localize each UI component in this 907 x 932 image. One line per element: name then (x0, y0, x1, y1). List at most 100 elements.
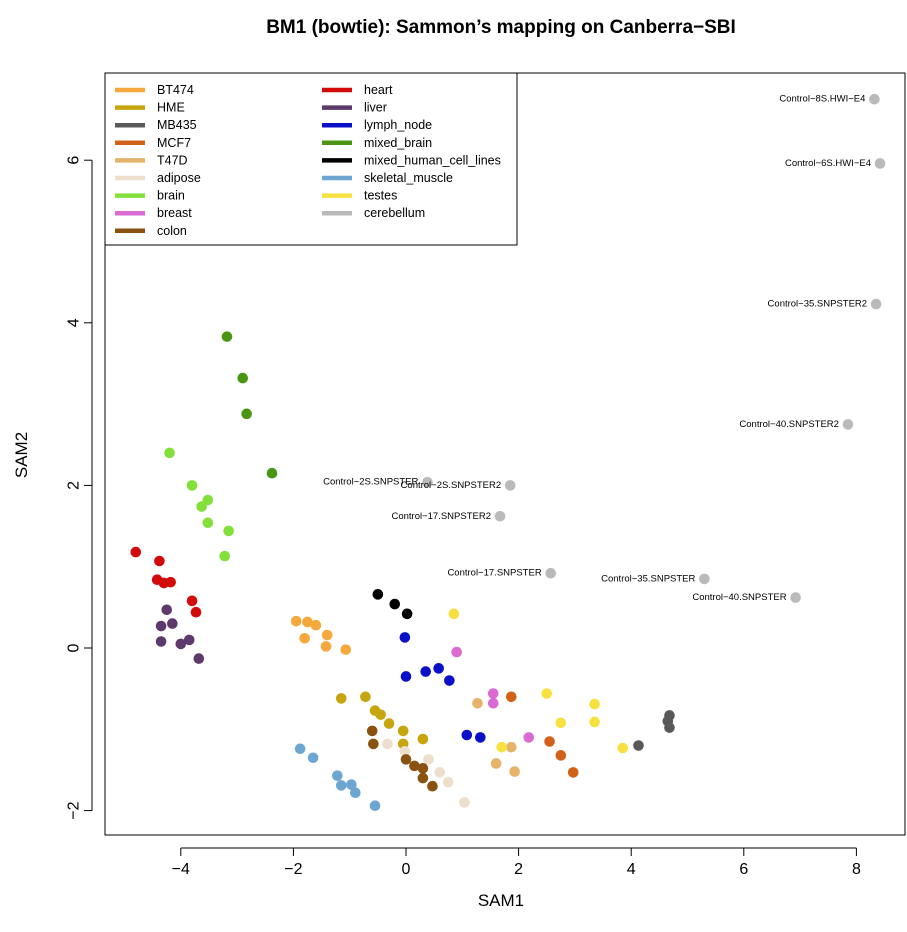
legend-label-HME: HME (157, 101, 185, 115)
point-liver (175, 638, 187, 650)
legend-label-breast: breast (157, 206, 192, 220)
point-mixed_brain (241, 408, 252, 420)
point-adipose (399, 745, 411, 757)
point-brain (223, 525, 234, 537)
point-HME (383, 718, 395, 729)
point-liver (155, 620, 167, 632)
point-cerebellum (504, 480, 516, 491)
point-BT474 (320, 641, 332, 652)
point-mixed_human_cell_lines (372, 589, 384, 600)
point-colon (417, 772, 429, 784)
point-label: Control−8S.HWI−E4 (779, 94, 865, 105)
point-label: Control−17.SNPSTER (447, 568, 541, 579)
legend-label-brain: brain (157, 189, 185, 203)
point-liver (155, 636, 167, 647)
point-colon (400, 754, 412, 765)
point-liver (161, 604, 173, 616)
point-heart (165, 576, 176, 588)
point-label: Control−35.SNPSTER (601, 573, 695, 584)
legend-label-T47D: T47D (157, 153, 188, 167)
point-mixed_brain (266, 467, 278, 479)
point-colon (409, 760, 420, 772)
point-BT474 (299, 632, 310, 644)
x-axis-label: SAM1 (478, 891, 524, 910)
point-label: Control−35.SNPSTER2 (768, 299, 868, 310)
point-HME (375, 709, 386, 720)
point-MCF7 (505, 691, 517, 703)
point-skeletal_muscle (335, 780, 347, 791)
point-skeletal_muscle (350, 787, 361, 799)
legend-label-skeletal_muscle: skeletal_muscle (364, 171, 453, 185)
x-tick-label: 6 (739, 861, 748, 878)
legend-label-adipose: adipose (157, 171, 201, 185)
point-testes (541, 688, 553, 699)
legend-label-colon: colon (157, 224, 187, 238)
x-axis: −4 −2 0 2 4 6 8 (172, 847, 861, 878)
point-liver (193, 653, 205, 664)
point-brain (202, 517, 214, 529)
point-breast (487, 697, 499, 709)
legend-label-MCF7: MCF7 (157, 136, 191, 150)
point-lymph_node (420, 666, 432, 677)
point-liver (183, 634, 195, 646)
point-heart (154, 555, 165, 567)
legend-label-liver: liver (364, 101, 387, 115)
point-adipose (459, 797, 470, 808)
point-adipose (434, 767, 446, 778)
point-cerebellum (422, 476, 433, 488)
y-axis: −2 0 2 4 6 (66, 156, 93, 820)
point-label: Control−2S.SNPSTER (323, 477, 418, 488)
point-label: Control−40.SNPSTER (692, 592, 786, 603)
point-cerebellum (842, 419, 854, 430)
legend: BT474 HME MB435 MCF7 T47D adipose brain breast c… (104, 72, 518, 246)
point-heart (130, 546, 142, 558)
point-HME (417, 733, 429, 745)
point-testes (589, 716, 600, 728)
point-testes (589, 698, 600, 710)
point-colon (368, 738, 379, 750)
legend-label-MB435: MB435 (157, 118, 197, 132)
y-tick-label: 2 (66, 481, 83, 490)
point-MCF7 (544, 736, 555, 747)
data-points (130, 93, 886, 812)
point-breast (523, 732, 535, 743)
point-cerebellum (869, 93, 880, 105)
point-skeletal_muscle (332, 770, 343, 781)
chart-title: BM1 (bowtie): Sammon’s mapping on Canber… (266, 17, 736, 38)
point-liver (167, 618, 178, 629)
point-T47D (472, 697, 483, 709)
legend-label-mixed_human_cell_lines: mixed_human_cell_lines (364, 153, 501, 167)
point-breast (451, 646, 462, 658)
point-HME (335, 693, 347, 704)
y-tick-label: 0 (66, 643, 83, 652)
point-brain (219, 550, 231, 562)
point-BT474 (321, 629, 333, 641)
point-mixed_brain (237, 372, 249, 384)
point-brain (164, 447, 175, 459)
x-tick-label: 4 (627, 861, 636, 878)
x-tick-label: 2 (514, 861, 523, 878)
point-skeletal_muscle (294, 743, 306, 755)
point-lymph_node (461, 729, 473, 741)
point-cerebellum (494, 510, 506, 522)
point-adipose (423, 754, 434, 765)
point-BT474 (310, 619, 322, 631)
legend-label-testes: testes (364, 189, 397, 203)
point-HME (397, 725, 409, 737)
point-mixed_brain (221, 331, 233, 342)
point-skeletal_muscle (346, 779, 357, 790)
point-mixed_human_cell_lines (401, 608, 413, 620)
point-skeletal_muscle (307, 752, 319, 764)
point-label: Control−40.SNPSTER2 (739, 419, 839, 430)
point-lymph_node (475, 732, 486, 743)
y-tick-label: 4 (66, 318, 83, 327)
point-heart (190, 606, 202, 618)
point-T47D (505, 741, 517, 753)
point-heart (186, 595, 198, 607)
point-mixed_human_cell_lines (389, 598, 401, 610)
point-skeletal_muscle (369, 800, 381, 812)
point-cerebellum (699, 573, 710, 585)
legend-label-mixed_brain: mixed_brain (364, 136, 432, 150)
point-adipose (442, 776, 454, 788)
